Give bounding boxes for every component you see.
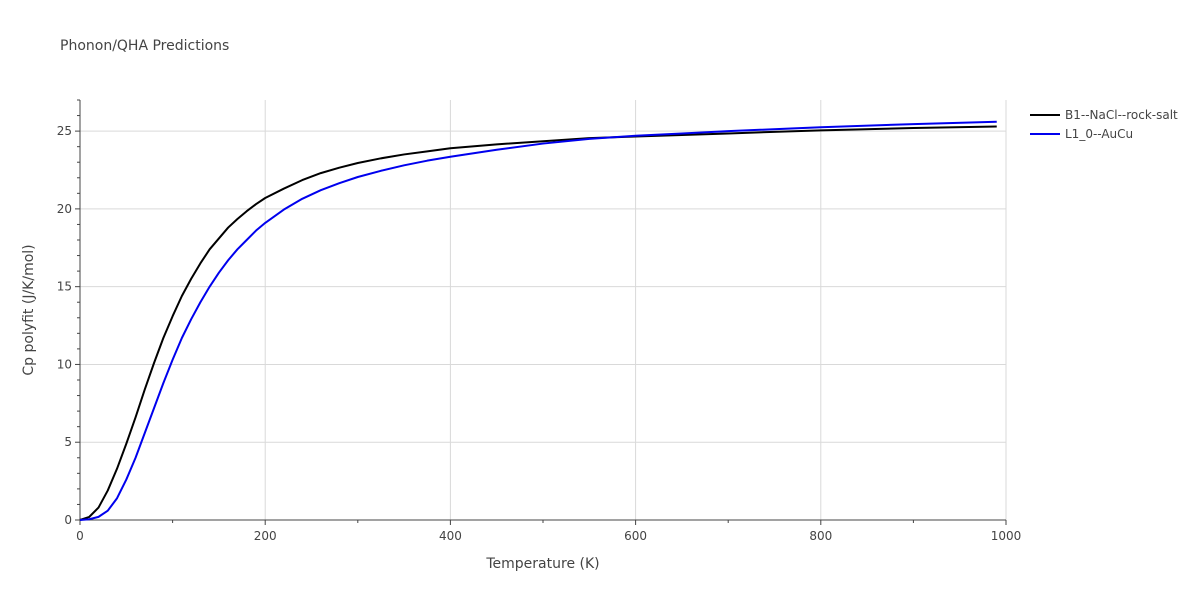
- x-tick-label: 400: [439, 529, 462, 543]
- x-tick-label: 600: [624, 529, 647, 543]
- x-tick-label: 1000: [991, 529, 1022, 543]
- y-tick-label: 5: [64, 435, 72, 449]
- grid-lines: [80, 100, 1007, 520]
- y-tick-label: 20: [57, 202, 72, 216]
- x-axis-label: Temperature (K): [485, 556, 599, 572]
- series-line-1: [79, 125, 997, 521]
- legend-label: L1_0--AuCu: [1065, 127, 1133, 141]
- legend: B1--NaCl--rock-salt L1_0--AuCu: [1030, 108, 1178, 141]
- y-tick-label: 25: [57, 124, 72, 138]
- axes: 0 200 400 600 800 1000 0 5 10 15 20 25: [57, 99, 1022, 543]
- legend-label: B1--NaCl--rock-salt: [1065, 108, 1178, 122]
- y-tick-label: 15: [57, 280, 72, 294]
- y-tick-label: 10: [57, 357, 72, 371]
- x-tick-label: 800: [809, 529, 832, 543]
- series-lines: [79, 120, 997, 521]
- y-tick-label: 0: [64, 513, 72, 527]
- series-line-2: [79, 120, 997, 521]
- y-axis-label: Cp polyfit (J/K/mol): [21, 244, 37, 375]
- x-tick-label: 200: [254, 529, 277, 543]
- x-tick-label: 0: [76, 529, 84, 543]
- chart-title: Phonon/QHA Predictions: [60, 38, 229, 54]
